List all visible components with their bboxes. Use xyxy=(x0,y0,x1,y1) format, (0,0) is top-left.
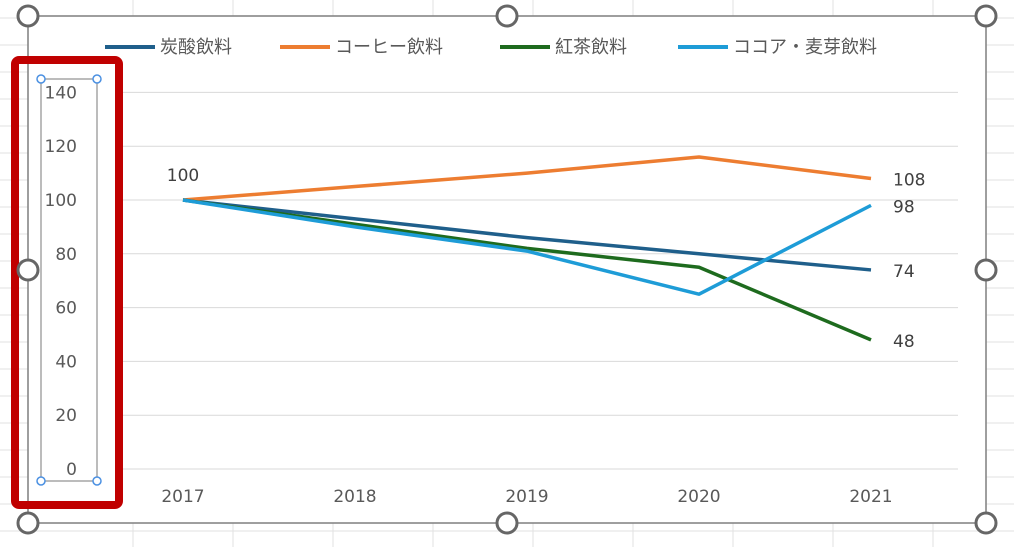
data-labels: 100 108 98 74 48 xyxy=(167,166,926,352)
legend-label[interactable]: 炭酸飲料 xyxy=(160,37,232,58)
y-tick-label: 40 xyxy=(55,352,77,372)
data-label: 48 xyxy=(893,332,915,352)
data-label: 74 xyxy=(893,262,915,282)
chart-resize-handle[interactable] xyxy=(16,4,40,28)
y-tick-label: 0 xyxy=(66,460,77,480)
chart-resize-handle[interactable] xyxy=(16,511,40,535)
y-tick-label: 100 xyxy=(45,191,77,211)
legend-label[interactable]: ココア・麦芽飲料 xyxy=(733,37,877,58)
series-lines[interactable] xyxy=(182,155,872,342)
data-label: 108 xyxy=(893,170,925,190)
chart-resize-handles[interactable] xyxy=(16,4,998,535)
y-axis-selection-box[interactable] xyxy=(40,78,98,482)
legend[interactable]: 炭酸飲料 コーヒー飲料 紅茶飲料 ココア・麦芽飲料 xyxy=(105,37,877,58)
y-tick-label: 80 xyxy=(55,245,77,265)
legend-label[interactable]: コーヒー飲料 xyxy=(335,37,443,58)
x-tick-label: 2021 xyxy=(849,487,892,507)
chart-resize-handle[interactable] xyxy=(974,258,998,282)
x-tick-label: 2018 xyxy=(333,487,376,507)
x-axis[interactable]: 2017 2018 2019 2020 2021 xyxy=(161,487,892,507)
y-axis-selection-handles[interactable] xyxy=(36,74,102,486)
y-tick-label: 60 xyxy=(55,299,77,319)
data-label: 98 xyxy=(893,197,915,217)
x-tick-label: 2019 xyxy=(505,487,548,507)
y-tick-label: 20 xyxy=(55,406,77,426)
x-tick-label: 2017 xyxy=(161,487,204,507)
y-axis-highlight-box xyxy=(11,56,123,509)
chart-resize-handle[interactable] xyxy=(495,4,519,28)
chart-resize-handle[interactable] xyxy=(16,258,40,282)
y-tick-label: 120 xyxy=(45,137,77,157)
y-tick-label: 140 xyxy=(45,83,77,103)
y-axis-handle[interactable] xyxy=(92,476,102,486)
chart-resize-handle[interactable] xyxy=(974,4,998,28)
y-axis-handle[interactable] xyxy=(36,476,46,486)
chart-resize-handle[interactable] xyxy=(495,511,519,535)
y-axis[interactable]: 0 20 40 60 80 100 120 140 xyxy=(45,83,77,480)
chart-area-border[interactable] xyxy=(27,15,987,524)
y-axis-handle[interactable] xyxy=(36,74,46,84)
series-line-1[interactable] xyxy=(182,198,872,272)
x-tick-label: 2020 xyxy=(677,487,720,507)
chart-resize-handle[interactable] xyxy=(974,511,998,535)
series-line-2[interactable] xyxy=(182,155,872,202)
series-line-4[interactable] xyxy=(182,198,872,296)
data-label: 100 xyxy=(167,166,199,186)
legend-label[interactable]: 紅茶飲料 xyxy=(555,37,627,58)
y-axis-handle[interactable] xyxy=(92,74,102,84)
series-line-3[interactable] xyxy=(182,198,872,342)
